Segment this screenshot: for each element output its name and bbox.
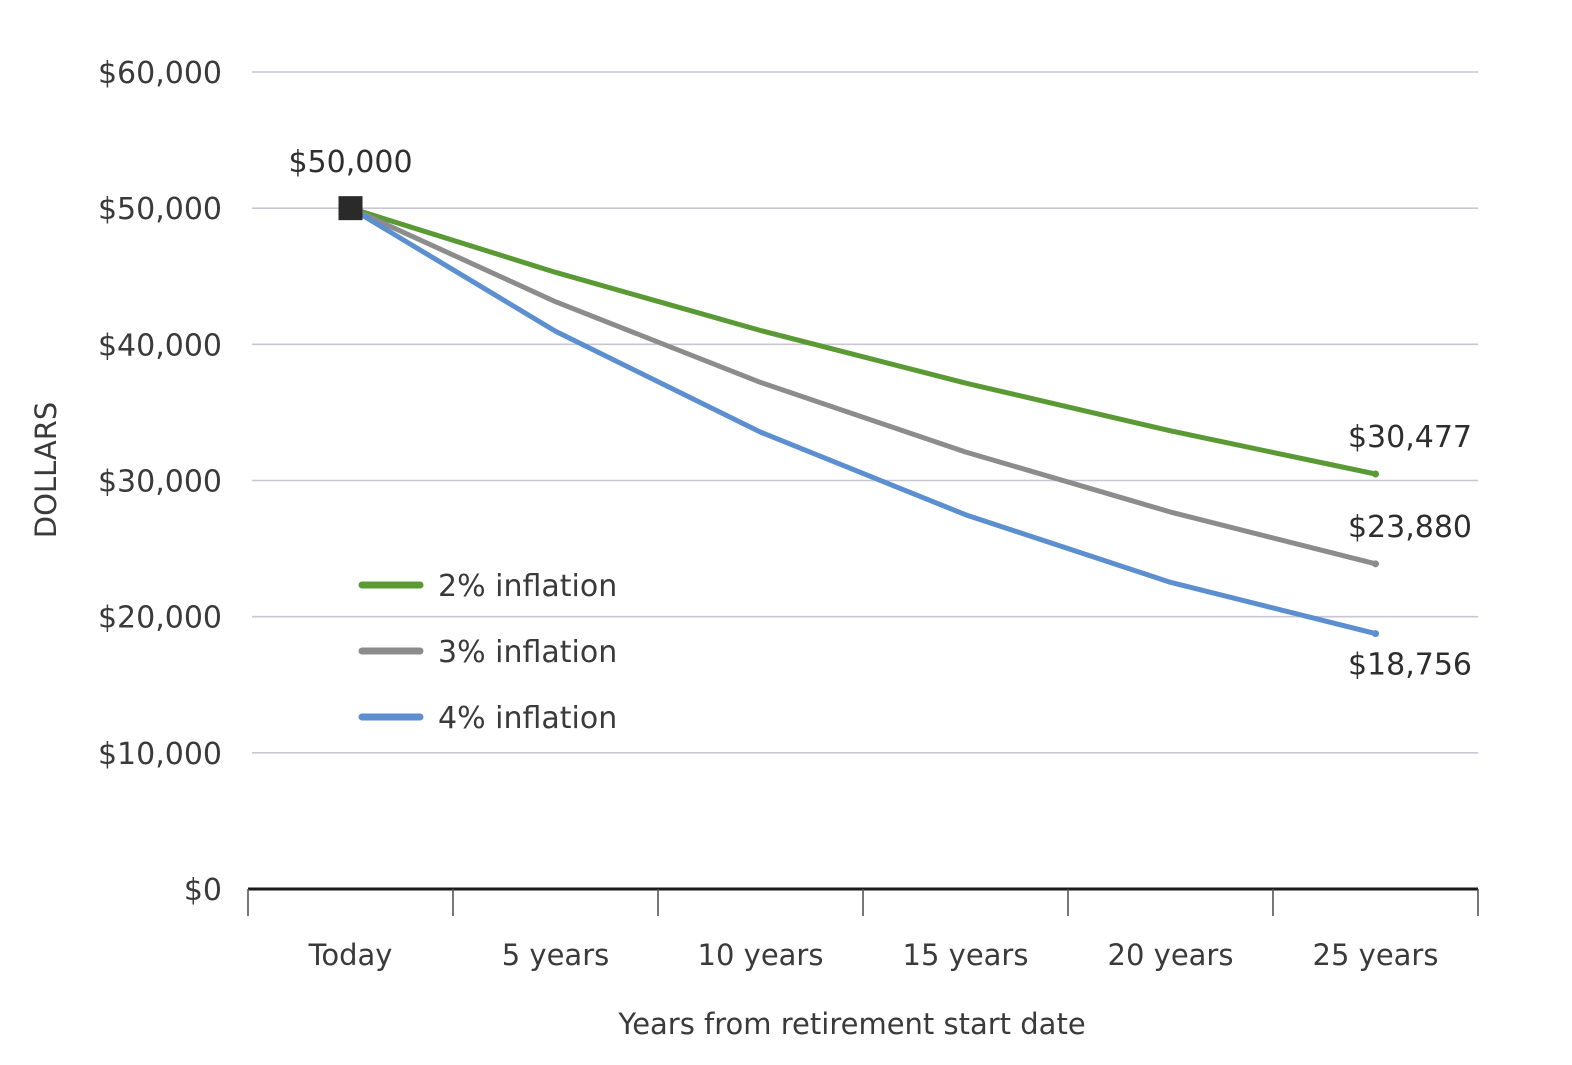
- x-axis: Today 5 years 10 years 15 years 20 years 25 y…: [247, 889, 1479, 972]
- series-line: [348, 205, 1378, 567]
- series-lines: [348, 205, 1379, 638]
- start-point-marker: [338, 196, 363, 221]
- y-tick-label: $0: [184, 873, 222, 908]
- start-point-label: $50,000: [288, 145, 412, 180]
- legend-label: 2% inflation: [438, 569, 617, 604]
- gridlines: [248, 71, 1478, 891]
- y-tick-label: $10,000: [98, 737, 222, 772]
- legend-label: 3% inflation: [438, 635, 617, 670]
- series-end-point: [1372, 630, 1379, 638]
- series-line: [348, 205, 1378, 637]
- legend-label: 4% inflation: [438, 701, 617, 736]
- x-tick-label: 20 years: [1108, 938, 1234, 972]
- y-tick-label: $30,000: [98, 465, 222, 500]
- y-axis-title: DOLLARS: [29, 402, 63, 539]
- y-tick-label: $60,000: [98, 56, 222, 91]
- series-end-point: [1372, 560, 1379, 568]
- y-axis-tick-labels: $0 $10,000 $20,000 $30,000 $40,000 $50,000 $60…: [98, 56, 222, 908]
- legend: 2% inflation 3% inflation 4% inflation: [358, 569, 617, 736]
- data-labels: $30,477 $23,880 $18,756 $50,000: [288, 145, 1472, 682]
- series-end-label: $30,477: [1348, 420, 1472, 455]
- x-tick-label: 5 years: [502, 938, 609, 972]
- y-tick-label: $20,000: [98, 601, 222, 636]
- x-tick-label: 15 years: [903, 938, 1029, 972]
- x-axis-title: Years from retirement start date: [617, 1007, 1085, 1041]
- y-tick-label: $40,000: [98, 328, 222, 363]
- y-tick-label: $50,000: [98, 192, 222, 227]
- x-tick-label: 10 years: [698, 938, 824, 972]
- series-end-label: $23,880: [1348, 510, 1472, 545]
- series-end-label: $18,756: [1348, 648, 1472, 683]
- x-tick-label: 25 years: [1313, 938, 1439, 972]
- series-line: [348, 205, 1378, 477]
- series-end-point: [1372, 470, 1379, 478]
- x-tick-label: Today: [308, 938, 393, 972]
